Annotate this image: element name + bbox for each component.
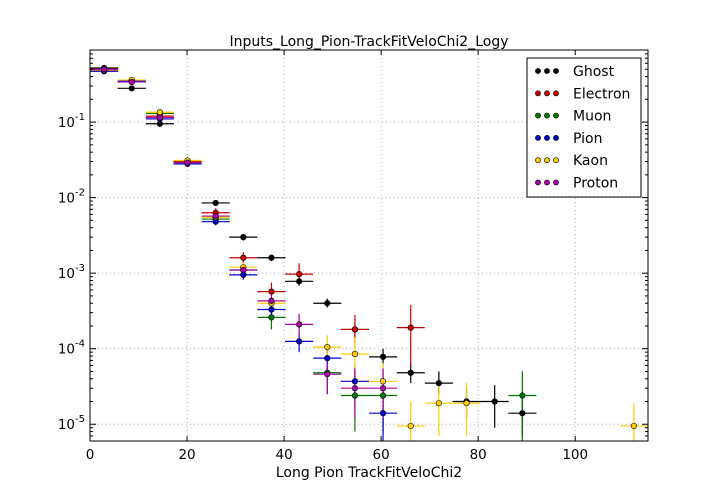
proton-point [100,66,108,73]
legend-marker-electron [553,90,559,97]
x-tick-labels: 0 20 40 60 80 100 [86,447,588,463]
ghost-point [268,254,275,261]
legend-label-pion: Pion [573,131,602,147]
legend-marker-pion [553,134,559,141]
ghost-point [407,369,414,376]
y-tick-label: 10-4 [58,339,85,358]
pion-point [268,306,275,313]
legend-marker-muon [535,112,541,119]
kaon-point [630,422,638,430]
kaon-point [351,350,359,358]
electron-point [296,271,303,278]
legend-label-proton: Proton [573,176,618,192]
proton-point [212,212,219,220]
legend-marker-muon [553,112,559,119]
electron-point [407,324,414,331]
x-tick-label: 100 [562,447,588,463]
kaon-point [435,400,442,407]
kaon-point [156,109,163,116]
proton-point [379,385,387,392]
legend-marker-proton [544,179,550,186]
kaon-point [379,378,387,385]
legend-label-kaon: Kaon [573,153,608,169]
proton-point [324,371,331,378]
ghost-point [212,199,219,207]
x-tick-label: 40 [275,447,292,463]
axis-ticks [89,50,648,441]
electron-point [351,326,359,333]
legend-label-ghost: Ghost [573,64,615,80]
ghost-point [128,85,135,92]
legend-label-electron: Electron [573,86,630,102]
proton-point [128,78,135,86]
legend-marker-pion [535,134,541,141]
muon-point [351,392,359,399]
y-tick-label: 10-5 [58,414,85,433]
legend-marker-kaon [544,157,550,164]
kaon-point [324,344,331,351]
legend-marker-ghost [544,68,550,74]
y-tick-labels: 10-5 10-4 10-3 10-2 10-1 [58,112,85,433]
ghost-point [379,353,387,360]
proton-point [184,159,191,166]
x-tick-label: 20 [178,447,195,463]
pion-point [351,378,359,385]
legend-label-muon: Muon [573,109,611,125]
proton-point [296,321,303,328]
proton-point [156,114,163,121]
legend-marker-proton [553,179,559,186]
legend-marker-electron [544,90,550,97]
x-tick-label: 60 [373,447,390,463]
y-tick-label: 10-3 [58,263,85,282]
legend-entries: Ghost Electron Muon Pion Kaon Proton [535,64,630,192]
electron-point [240,254,247,261]
y-tick-label: 10-2 [58,188,85,207]
plot-frame [89,49,649,442]
x-tick-label: 80 [470,447,487,463]
legend-marker-ghost [553,68,559,74]
legend-box [526,57,642,198]
chart-title: Inputs_Long_Pion-TrackFitVeloChi2_Logy [230,34,509,50]
kaon-point [407,422,414,430]
ghost-point [435,380,442,387]
legend: Ghost Electron Muon Pion Kaon Proton [526,57,642,198]
ghost-point [491,398,498,405]
legend-marker-proton [535,179,541,186]
kaon-point [463,400,470,407]
pion-point [379,410,387,417]
proton-point [268,297,275,304]
muon-point [519,392,526,399]
legend-marker-pion [544,134,550,141]
legend-marker-electron [535,90,541,97]
pion-point [324,355,331,362]
legend-marker-muon [544,112,550,119]
legend-marker-ghost [535,68,541,74]
proton-point [351,385,359,392]
muon-point [379,392,387,399]
data-markers [100,64,638,430]
legend-marker-kaon [553,157,559,164]
pion-point [296,338,303,345]
x-tick-label: 0 [86,447,95,463]
y-tick-label: 10-1 [58,112,85,131]
muon-point [268,314,275,321]
ghost-point [519,410,526,417]
legend-marker-kaon [535,157,541,164]
ghost-point [240,234,247,241]
ghost-point [324,300,331,307]
electron-point [268,288,275,295]
proton-point [240,266,247,274]
x-axis-title: Long Pion TrackFitVeloChi2 [276,465,462,481]
ghost-point [296,278,303,285]
